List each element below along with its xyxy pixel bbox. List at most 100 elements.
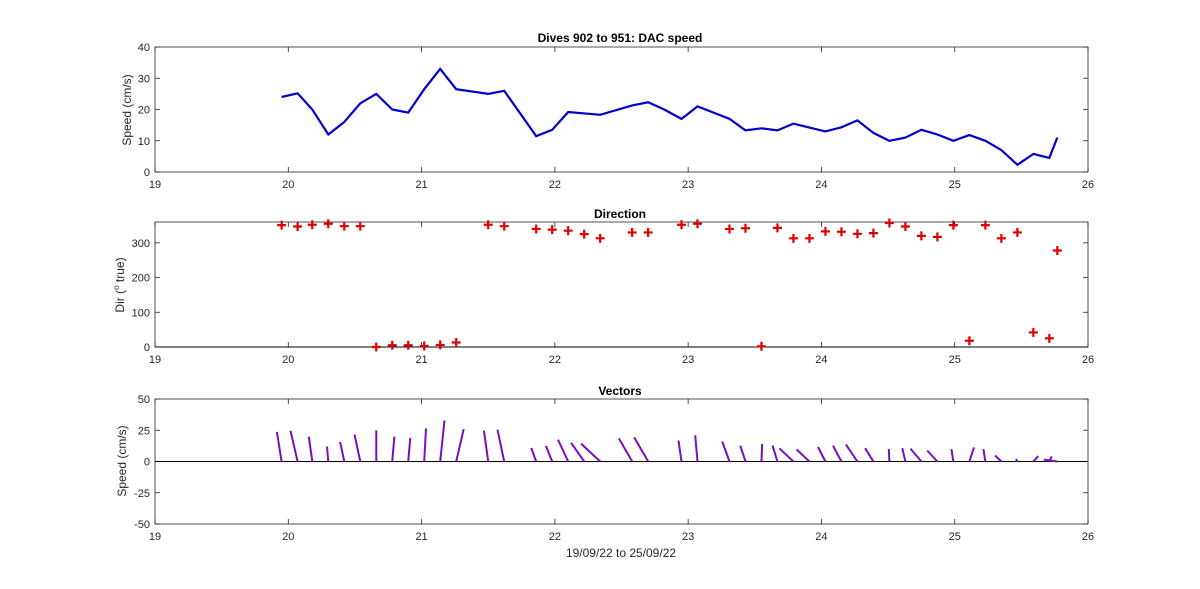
x-tick-label: 24 [815, 531, 827, 543]
vector-stick [817, 446, 827, 462]
direction-marker [387, 340, 397, 350]
direction-axes-box [154, 221, 1089, 348]
vector-stick [455, 428, 465, 462]
y-tick-label: 30 [138, 73, 150, 85]
direction-marker [772, 223, 782, 233]
vector-stick [580, 442, 601, 463]
direction-ylabel-end: true) [113, 257, 127, 285]
direction-panel: Direction 19 20 21 22 23 24 25 26 0 100 200 300 Dir… [112, 207, 1094, 366]
direction-marker [948, 220, 958, 230]
x-tick-label: 26 [1082, 354, 1094, 366]
x-tick-label: 19 [149, 354, 161, 366]
y-tick-label: 300 [132, 238, 150, 250]
y-tick-label: 10 [138, 136, 150, 148]
vector-stick [968, 447, 975, 462]
direction-marker [996, 233, 1006, 243]
x-tick-label: 26 [1082, 179, 1094, 191]
vectors-ticks: 19 20 21 22 23 24 25 26 -50 -25 0 25 50 [134, 394, 1094, 543]
vector-stick [778, 447, 795, 463]
direction-marker [900, 222, 910, 232]
vectors-panel-ylabel: Speed (cm/s) [115, 425, 129, 496]
vector-stick [423, 428, 427, 462]
vector-stick [694, 435, 699, 462]
y-tick-label: 20 [138, 105, 150, 117]
direction-ticks: 19 20 21 22 23 24 25 26 0 100 200 300 [132, 222, 1094, 366]
vector-stick [909, 447, 923, 463]
direction-marker [531, 224, 541, 234]
vector-stick [795, 448, 811, 463]
vector-stick [353, 434, 362, 462]
direction-marker [852, 229, 862, 239]
x-tick-label: 21 [415, 354, 427, 366]
direction-marker [307, 220, 317, 230]
vector-stick [289, 430, 299, 462]
vector-stick [544, 445, 554, 462]
direction-marker [323, 219, 333, 229]
y-tick-label: 100 [132, 307, 150, 319]
x-tick-label: 23 [682, 354, 694, 366]
direction-marker [293, 222, 303, 232]
direction-marker [740, 223, 750, 233]
direction-marker [483, 220, 493, 230]
x-tick-label: 20 [282, 179, 294, 191]
y-tick-label: 40 [138, 42, 150, 54]
direction-marker [980, 220, 990, 230]
direction-marker [804, 233, 814, 243]
speed-panel-ylabel: Speed (cm/s) [120, 74, 134, 145]
x-tick-label: 26 [1082, 531, 1094, 543]
vector-stick [926, 449, 939, 463]
vector-stick [994, 454, 1003, 463]
y-tick-label: 0 [144, 342, 150, 354]
vector-stick [771, 445, 779, 462]
x-tick-label: 22 [549, 354, 561, 366]
x-tick-label: 21 [415, 179, 427, 191]
vector-stick [530, 447, 538, 462]
x-tick-label: 25 [949, 354, 961, 366]
vectors-panel: Vectors 19 20 21 22 23 24 25 26 -50 -25 0 25 50 Spee… [115, 384, 1094, 560]
y-tick-label: 0 [144, 167, 150, 179]
vector-stick [439, 420, 446, 462]
direction-marker [724, 224, 734, 234]
direction-marker [676, 220, 686, 230]
vector-stick [760, 443, 764, 462]
vector-stick [570, 442, 586, 463]
vector-stick [677, 440, 683, 462]
direction-panel-ylabel: Dir (o true) [112, 257, 127, 312]
direction-marker [499, 221, 509, 231]
direction-marker [627, 227, 637, 237]
x-tick-label: 22 [549, 179, 561, 191]
vector-stick [832, 445, 843, 462]
direction-ylabel-main: Dir ( [113, 290, 127, 313]
vectors-panel-xlabel: 19/09/22 to 25/09/22 [566, 546, 676, 560]
y-tick-label: 25 [138, 425, 150, 437]
direction-marker [868, 228, 878, 238]
y-tick-label: -50 [134, 519, 150, 531]
direction-marker [435, 340, 445, 350]
direction-marker [1044, 333, 1054, 343]
direction-marker [1052, 245, 1062, 255]
direction-markers [277, 218, 1062, 352]
vector-stick [1043, 458, 1058, 463]
direction-marker [643, 227, 653, 237]
direction-marker [563, 226, 573, 236]
vector-stick [864, 447, 875, 463]
x-tick-label: 24 [815, 179, 827, 191]
direction-ylabel-degree: o [112, 285, 121, 290]
vector-stick [1032, 455, 1039, 463]
vector-stick [901, 447, 907, 462]
direction-marker [355, 221, 365, 231]
x-tick-label: 19 [149, 179, 161, 191]
speed-ticks: 19 20 21 22 23 24 25 26 0 10 20 30 40 [138, 42, 1094, 191]
vector-stick [618, 437, 634, 462]
vector-stick [633, 436, 650, 463]
speed-panel-title: Dives 902 to 951: DAC speed [538, 31, 703, 45]
y-tick-label: 0 [144, 457, 150, 469]
y-tick-label: 50 [138, 394, 150, 406]
x-tick-label: 20 [282, 354, 294, 366]
y-tick-label: 200 [132, 273, 150, 285]
vector-stick [275, 431, 283, 462]
vector-stick [307, 436, 314, 462]
direction-marker [836, 227, 846, 237]
direction-marker [277, 220, 287, 230]
